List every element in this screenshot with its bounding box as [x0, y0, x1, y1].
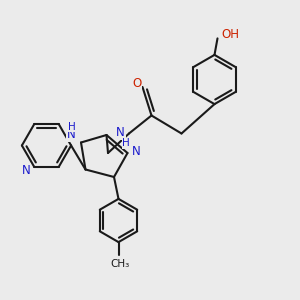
Text: OH: OH [221, 28, 239, 41]
Text: N: N [67, 128, 76, 142]
Text: CH₃: CH₃ [110, 259, 130, 269]
Text: O: O [133, 77, 142, 90]
Text: N: N [116, 126, 125, 140]
Text: N: N [21, 164, 30, 177]
Text: H: H [122, 138, 130, 148]
Text: N: N [131, 145, 140, 158]
Text: H: H [68, 122, 75, 132]
